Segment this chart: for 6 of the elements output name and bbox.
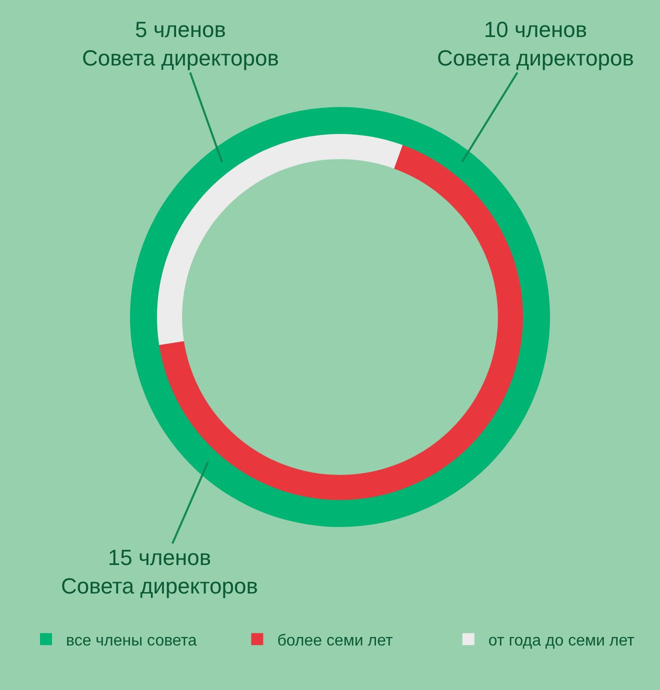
legend-label: более семи лет <box>277 632 394 650</box>
text: 15 членов Совета директоров <box>61 545 258 599</box>
legend-label: от года до семи лет <box>488 632 636 650</box>
legend-label: все члены совета <box>66 632 197 650</box>
text: 5 членов Совета директоров <box>82 17 279 71</box>
text: 10 членов Совета директоров <box>437 17 634 71</box>
